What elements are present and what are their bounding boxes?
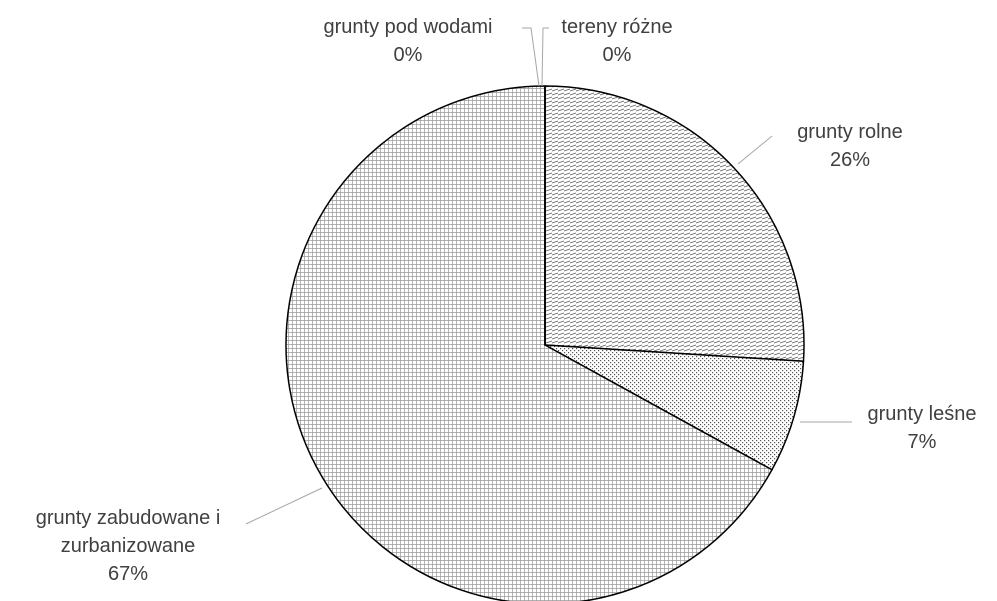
leader-line: [522, 27, 540, 87]
category-label: tereny różne: [561, 16, 673, 38]
data-label: grunty pod wodami 0%: [288, 13, 528, 69]
value-label: 0%: [393, 44, 423, 66]
pie-slice: [544, 85, 805, 363]
value-label: 67%: [107, 563, 149, 585]
value-label: 0%: [602, 44, 632, 66]
pie-slice: [285, 85, 773, 601]
data-label: tereny różne 0%: [537, 13, 697, 69]
pie-slice: [544, 344, 805, 471]
data-label: grunty zabudowane i zurbanizowane 67%: [8, 504, 248, 588]
value-label: 26%: [829, 149, 871, 171]
category-label: grunty zabudowane i zurbanizowane: [35, 507, 221, 557]
leader-line: [541, 27, 549, 87]
value-label: 7%: [907, 431, 937, 453]
data-label: grunty leśne 7%: [842, 400, 997, 456]
data-label: grunty rolne 26%: [750, 118, 950, 174]
category-label: grunty pod wodami: [323, 16, 493, 38]
category-label: grunty rolne: [797, 121, 903, 143]
leader-line: [245, 487, 323, 525]
leader-line: [737, 135, 773, 165]
category-label: grunty leśne: [867, 403, 977, 425]
